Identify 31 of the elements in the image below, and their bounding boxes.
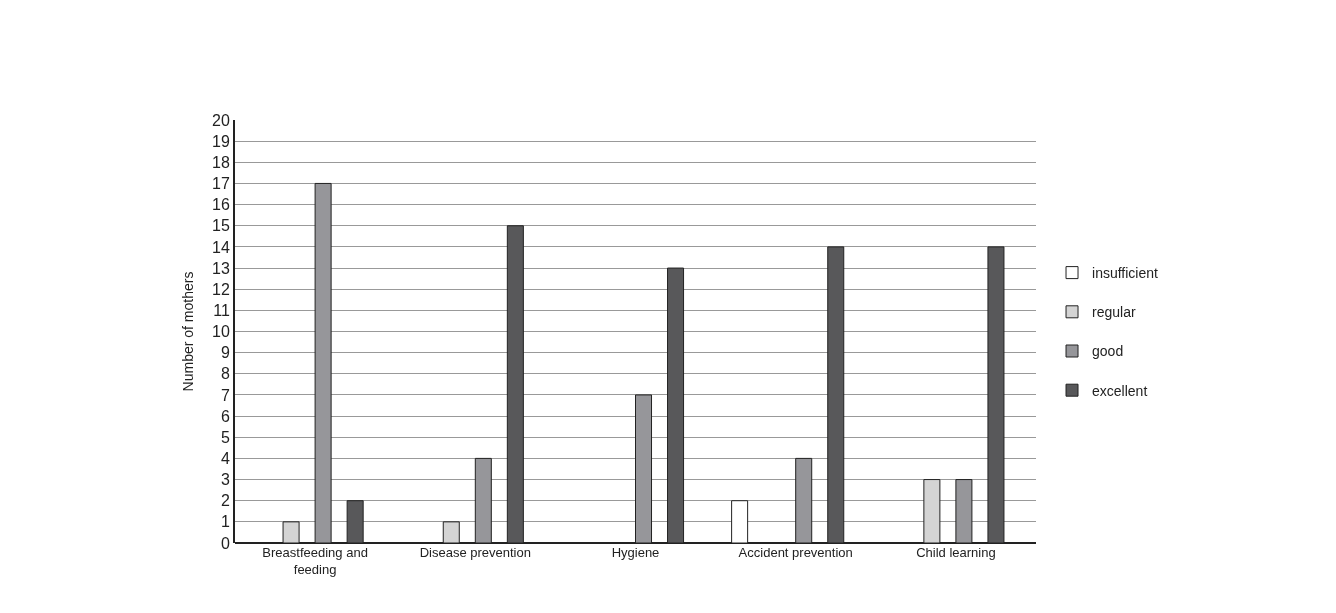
y-tick-label: 4: [220, 450, 230, 467]
y-tick-label: 14: [212, 238, 230, 256]
x-tick-label: Hygiene: [611, 545, 660, 560]
y-tick-label: 15: [212, 217, 230, 235]
legend-label: excellent: [1092, 382, 1148, 399]
y-tick-label: 18: [212, 153, 230, 171]
y-tick-label: 2: [220, 492, 230, 510]
y-tick-label: 3: [220, 471, 230, 489]
y-tick-label: 19: [212, 132, 230, 150]
y-tick-label: 20: [212, 111, 230, 129]
y-tick-label: 7: [220, 386, 230, 404]
y-tick-label: 8: [220, 365, 230, 383]
y-tick-label: 6: [220, 407, 230, 425]
y-tick-label: 10: [212, 323, 230, 341]
x-tick-label: Breastfeeding and feeding: [262, 545, 368, 577]
x-tick-label: Accident prevention: [738, 545, 853, 560]
y-axis-title: Number of mothers: [180, 271, 197, 392]
y-tick-label: 1: [220, 513, 230, 531]
x-tick-label: Child learning: [916, 545, 996, 560]
y-tick-label: 9: [220, 344, 230, 362]
legend-label: insufficient: [1092, 265, 1159, 282]
legend-label: good: [1092, 343, 1124, 360]
y-tick-label: 11: [213, 301, 230, 319]
y-tick-label: 16: [212, 196, 230, 214]
y-tick-label: 12: [212, 280, 230, 298]
y-tick-label: 13: [212, 259, 230, 277]
y-tick-label: 0: [220, 534, 230, 552]
x-tick-label: Disease prevention: [419, 545, 531, 560]
y-tick-label: 17: [212, 175, 230, 193]
y-tick-label: 5: [220, 428, 230, 446]
legend-label: regular: [1092, 304, 1136, 321]
